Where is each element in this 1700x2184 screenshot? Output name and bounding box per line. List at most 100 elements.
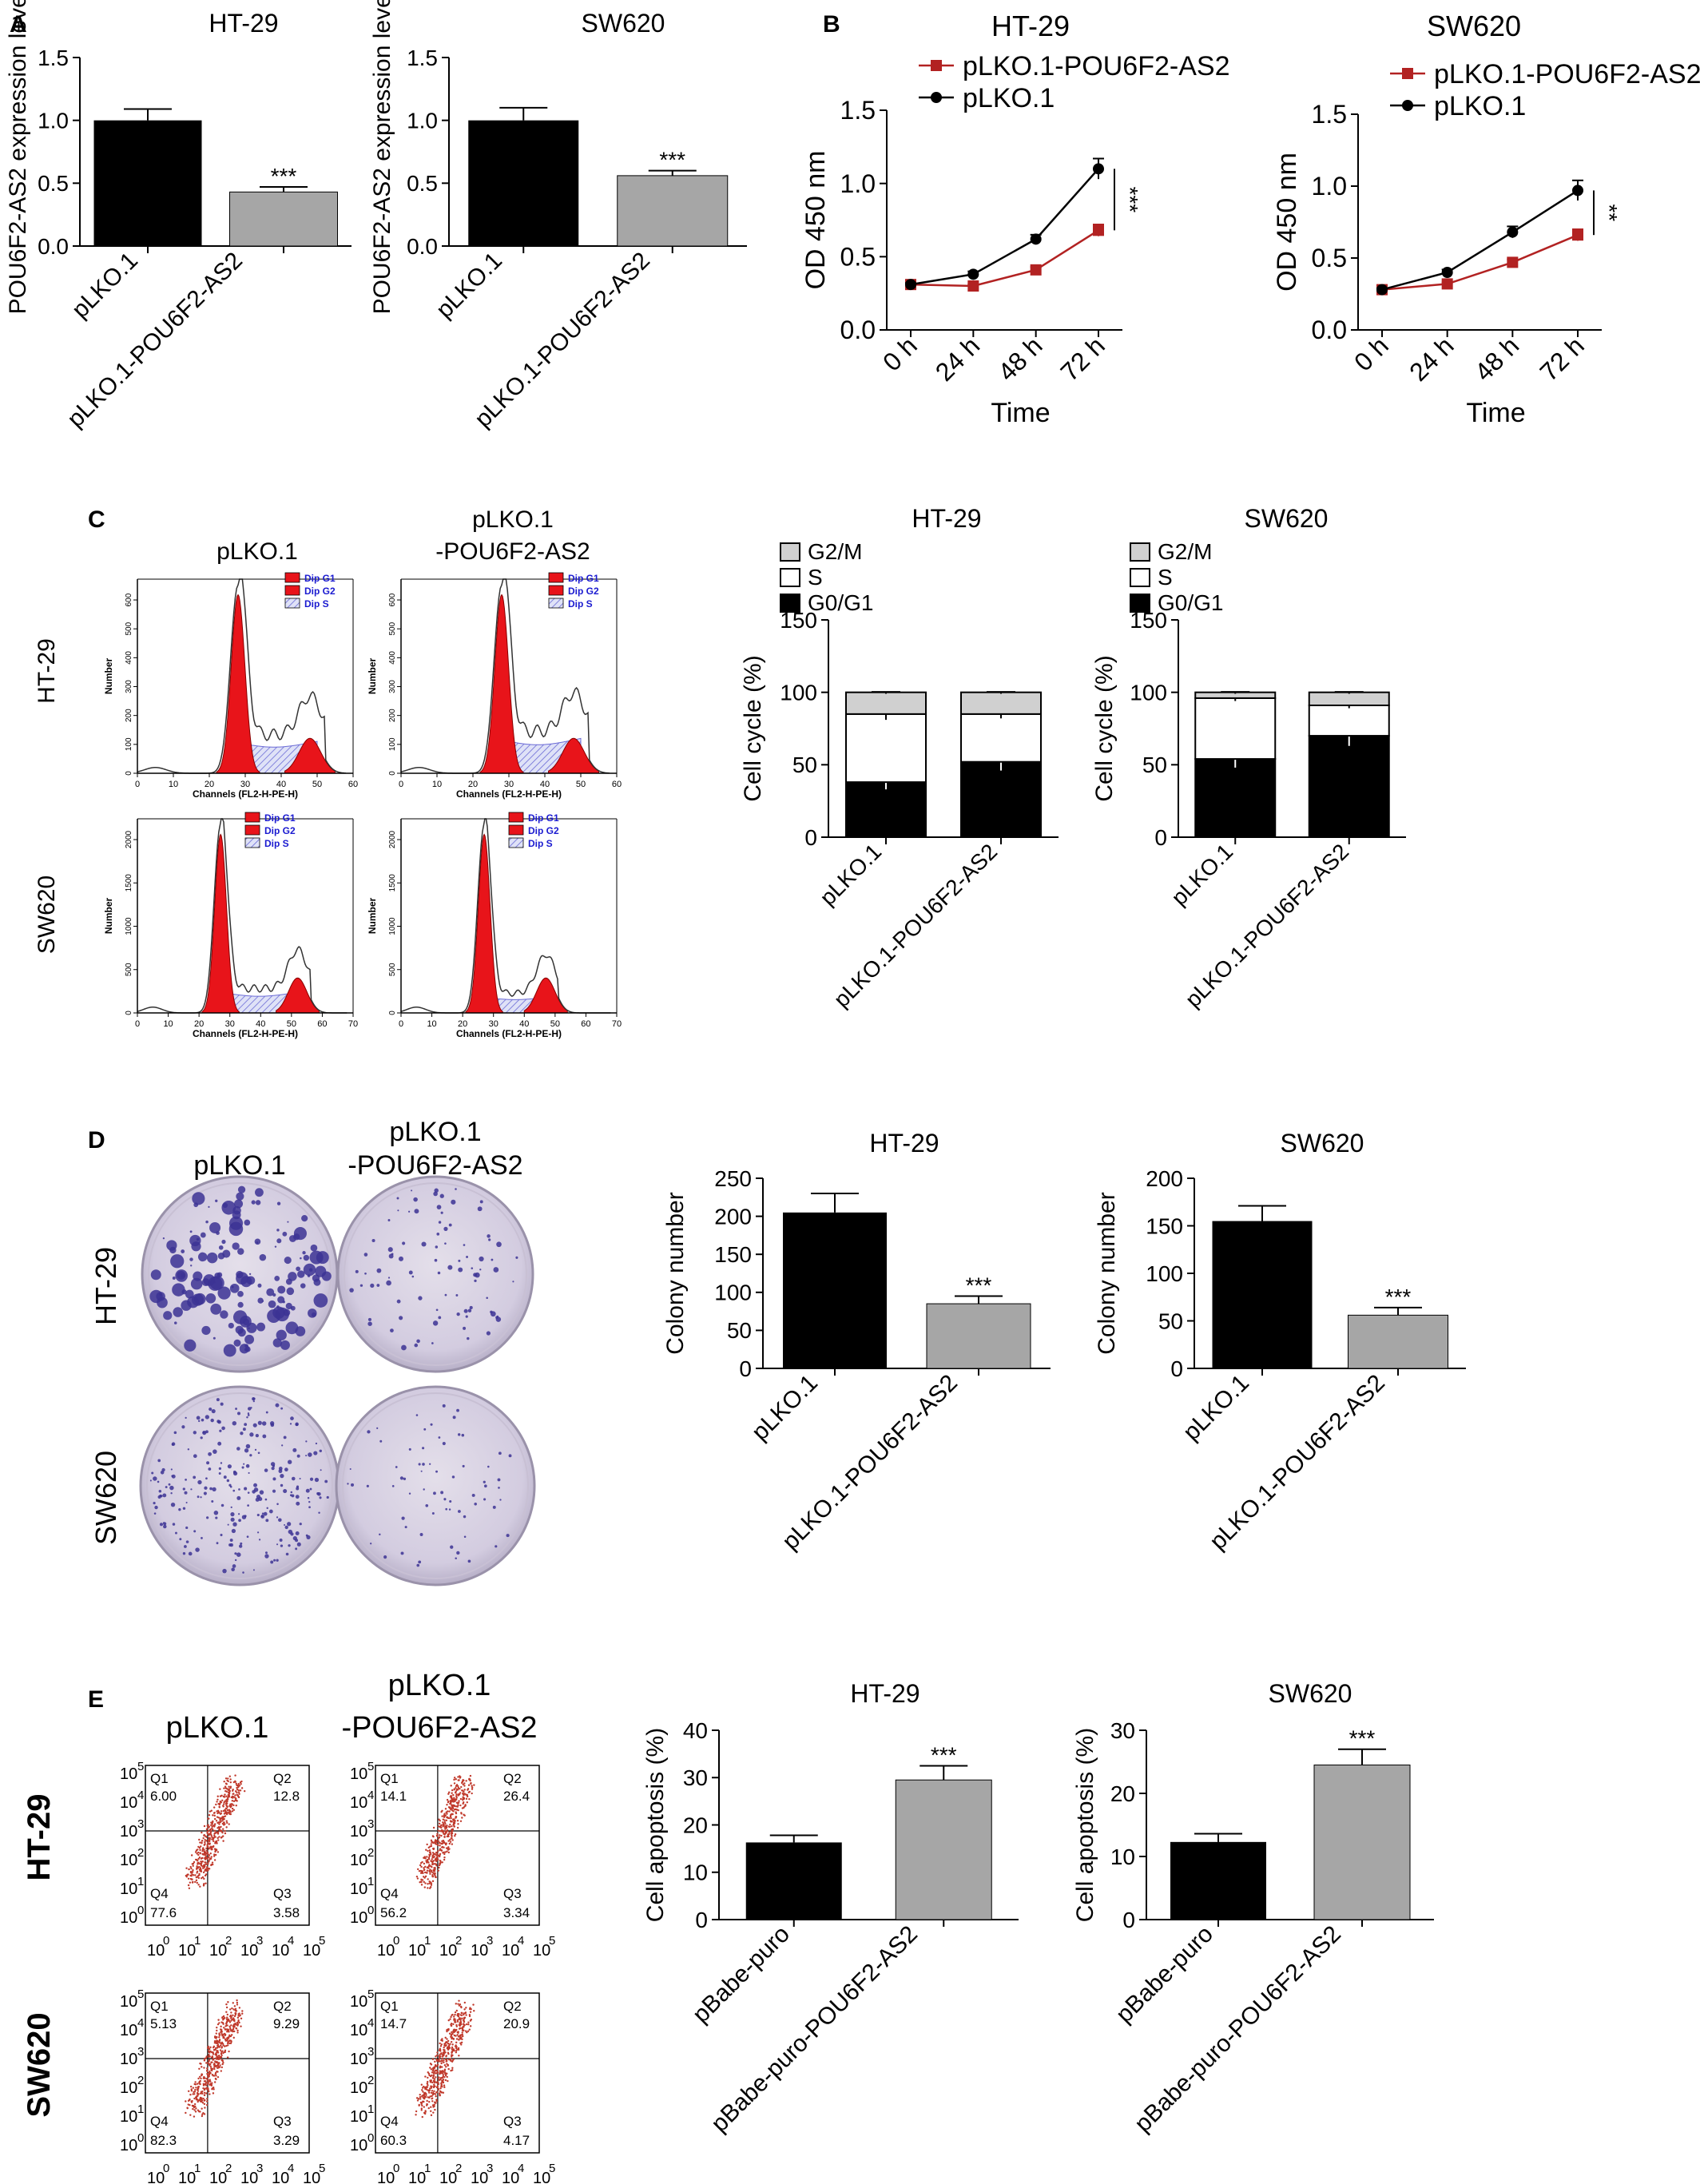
event-dot [222,1809,224,1813]
x-tick-base: 10 [178,2170,196,2184]
event-dot [430,1839,433,1842]
event-dot [447,2051,450,2054]
event-dot [444,1808,447,1810]
event-dot [468,1790,471,1793]
event-dot [230,2034,233,2036]
x-tick-base: 10 [240,1942,258,1960]
event-dot [429,2079,431,2082]
colony-spot [296,1485,300,1488]
x-tick-label: 0 h [877,331,923,376]
colony-spot [185,1416,187,1420]
q2-name: Q2 [503,1999,522,2014]
colony-spot [319,1449,322,1452]
colony-spot [212,1336,216,1340]
y-tick-label: 200 [125,709,133,722]
x-axis-label: Channels (FL2-H-PE-H) [456,1028,562,1039]
legend-swatch [780,542,800,562]
event-dot [456,2020,459,2023]
event-dot [225,1783,228,1785]
event-dot [438,1822,441,1825]
event-dot [234,1794,236,1797]
event-dot [224,1785,227,1788]
bar-segment-g2m [1308,691,1390,706]
colony-spot [172,1523,176,1526]
y-tick-label: 150 [1146,1213,1183,1238]
event-dot [431,1880,435,1883]
event-dot [208,1837,210,1840]
bar-segment-s [1308,704,1390,737]
event-dot [206,1844,209,1846]
event-dot [424,2111,427,2113]
colony-spot [434,1188,439,1193]
x-tick-exponent: 2 [455,2162,462,2175]
event-dot [418,1870,421,1872]
event-dot [195,2095,198,2099]
event-dot [216,2051,218,2054]
event-dot [433,2083,435,2086]
event-dot [419,1864,422,1867]
colony-spot [158,1489,162,1493]
colony-spot [244,1423,248,1427]
event-dot [226,1809,229,1812]
x-tick-exponent: 4 [288,2162,294,2175]
event-dot [237,2019,240,2022]
y-tick-label: 0.0 [1312,316,1347,344]
event-dot [213,2067,216,2071]
colony-spot [295,1422,299,1427]
event-dot [443,2049,446,2051]
event-dot [446,1825,448,1827]
colony-spot [184,1339,197,1352]
colony-spot [247,1504,249,1507]
colony-spot [320,1469,322,1471]
colony-spot [309,1487,312,1491]
event-dot [463,2016,466,2019]
event-dot [463,1790,465,1793]
colony-spot [211,1500,214,1503]
event-dot [424,2075,427,2078]
colony-spot [256,1322,266,1332]
event-dot [462,1783,464,1786]
event-dot [454,2011,457,2014]
event-dot [193,2115,196,2118]
event-dot [454,1835,456,1837]
event-dot [459,2023,462,2026]
colony-spot [471,1267,474,1269]
x-tick-base: 10 [377,1942,395,1960]
event-dot [451,2043,454,2046]
y-tick-label: 1.5 [38,46,69,70]
colony-spot [387,1277,391,1279]
event-dot [458,2055,460,2057]
event-dot [203,2113,206,2115]
colony-spot [457,1510,461,1513]
event-dot [220,2030,223,2032]
colony-spot [229,1543,234,1547]
event-dot [427,1864,431,1868]
x-tick-exponent: 3 [256,1934,263,1948]
event-dot [203,2067,205,2069]
colony-spot [197,1420,201,1423]
q2-value: 26.4 [503,1789,530,1804]
event-dot [457,2047,460,2050]
event-dot [217,2067,220,2069]
event-dot [445,1843,447,1846]
x-tick-label: 60 [612,780,622,789]
colony-spot [288,1272,297,1281]
colony-spot [248,1273,252,1276]
event-dot [455,1787,457,1789]
event-dot [197,1845,200,1848]
event-dot [219,2049,222,2051]
event-dot [427,2080,429,2083]
event-dot [201,2073,204,2076]
legend-swatch [548,598,564,609]
event-dot [426,1869,429,1872]
event-dot [439,1830,442,1833]
event-dot [240,2025,242,2027]
x-tick-label: 48 h [1469,331,1524,386]
event-dot [233,2030,236,2033]
event-dot [455,2028,458,2031]
y-tick-exponent: 2 [137,2074,144,2087]
y-tick-base: 10 [120,2051,137,2068]
colony-spot [221,1200,236,1215]
event-dot [443,2047,445,2049]
event-dot [205,2092,208,2095]
